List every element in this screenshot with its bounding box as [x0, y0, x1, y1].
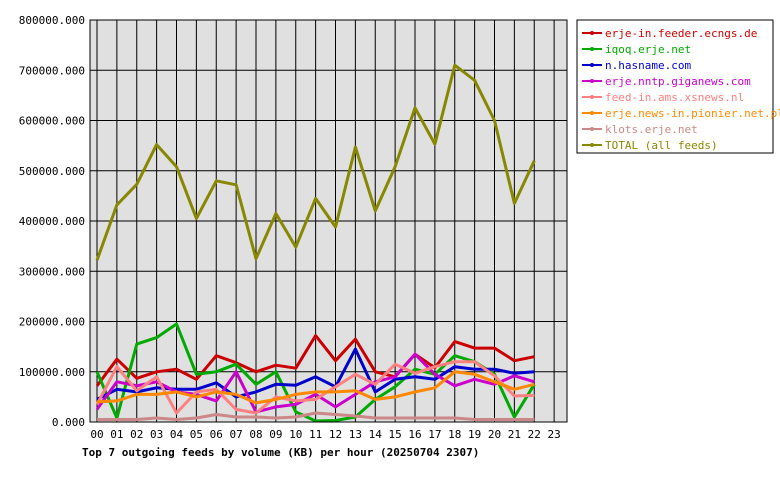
x-tick-label: 08	[249, 428, 262, 441]
legend-marker	[590, 95, 594, 99]
legend-label: erje.nntp.giganews.com	[605, 75, 751, 88]
legend-marker	[590, 31, 594, 35]
legend-label: iqoq.erje.net	[605, 43, 691, 56]
x-tick-label: 11	[309, 428, 322, 441]
x-tick-label: 06	[210, 428, 223, 441]
legend-marker	[590, 47, 594, 51]
series-line	[95, 352, 535, 414]
chart-title: Top 7 outgoing feeds by volume (KB) per …	[82, 446, 479, 459]
series-line	[96, 370, 535, 405]
series-line	[95, 63, 536, 261]
x-tick-label: 14	[369, 428, 383, 441]
x-tick-label: 17	[428, 428, 441, 441]
legend-label: feed-in.ams.xsnews.nl	[605, 91, 744, 104]
legend-marker	[590, 79, 594, 83]
x-tick-label: 13	[349, 428, 362, 441]
legend-label: erje.news-in.pionier.net.pl	[605, 107, 780, 120]
x-tick-label: 20	[488, 428, 501, 441]
x-tick-label: 23	[548, 428, 561, 441]
x-axis: 00 01 02 03 04 05 06 07 08 09 10 11 12 13 14 15 16 17 18 19…	[90, 428, 560, 441]
legend-marker	[590, 127, 594, 131]
legend-label: klots.erje.net	[605, 123, 698, 136]
legend: erje-in.feeder.ecngs.de iqoq.erje.net n.ha…	[576, 19, 780, 154]
series-line	[95, 322, 536, 423]
x-tick-label: 09	[269, 428, 282, 441]
x-tick-label: 19	[468, 428, 481, 441]
x-tick-label: 18	[448, 428, 461, 441]
legend-box	[576, 19, 774, 154]
legend-marker	[590, 111, 594, 115]
y-tick-label: 0.000	[52, 416, 85, 429]
y-tick-label: 100000.000	[19, 366, 85, 379]
y-tick-label: 800000.000	[19, 14, 85, 27]
y-tick-label: 200000.000	[19, 316, 85, 329]
x-tick-label: 10	[289, 428, 302, 441]
x-tick-label: 02	[130, 428, 143, 441]
series-line	[95, 334, 535, 387]
x-tick-label: 03	[150, 428, 163, 441]
x-tick-label: 07	[230, 428, 243, 441]
plot-border	[89, 19, 568, 423]
x-tick-label: 16	[408, 428, 421, 441]
x-tick-label: 01	[110, 428, 123, 441]
series-lines	[95, 63, 536, 423]
x-tick-label: 22	[528, 428, 541, 441]
y-tick-label: 700000.000	[19, 64, 85, 77]
x-tick-label: 00	[90, 428, 103, 441]
x-tick-label: 04	[170, 428, 184, 441]
y-axis: 0.000 100000.000 200000.000 300000.000 40000…	[19, 14, 85, 429]
y-tick-label: 400000.000	[19, 215, 85, 228]
legend-marker	[590, 143, 594, 147]
y-tick-label: 500000.000	[19, 165, 85, 178]
y-tick-label: 600000.000	[19, 115, 85, 128]
legend-label: erje-in.feeder.ecngs.de	[605, 27, 757, 40]
series-line	[97, 411, 535, 421]
legend-label: TOTAL (all feeds)	[605, 139, 718, 152]
x-tick-label: 21	[508, 428, 521, 441]
x-tick-label: 12	[329, 428, 342, 441]
x-tick-label: 05	[190, 428, 203, 441]
x-tick-label: 15	[389, 428, 402, 441]
legend-marker	[590, 63, 594, 67]
legend-label: n.hasname.com	[605, 59, 691, 72]
y-tick-label: 300000.000	[19, 265, 85, 278]
series-line	[95, 360, 535, 415]
